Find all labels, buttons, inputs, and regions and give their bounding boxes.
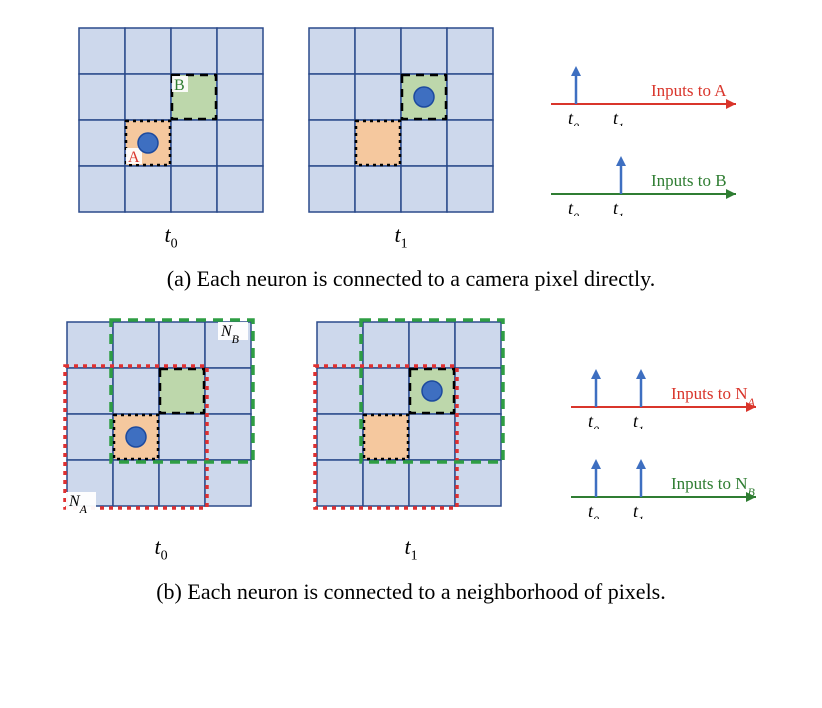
svg-text:t0: t0 <box>568 198 579 216</box>
svg-text:Inputs to B: Inputs to B <box>651 171 727 190</box>
timeline-a-A: t0 t1 Inputs to A <box>541 56 751 126</box>
caption-a: (a) Each neuron is connected to a camera… <box>167 266 655 292</box>
grid-b-t1-wrap: t1 <box>301 312 521 564</box>
svg-text:Inputs to NB: Inputs to NB <box>671 474 756 499</box>
timeline-a-B: t0 t1 Inputs to B <box>541 146 751 216</box>
grid-a-t0-label: t0 <box>164 222 177 252</box>
grid-b-t0-wrap: NANB t0 <box>51 312 271 564</box>
timelines-a: t0 t1 Inputs to A t0 t1 Inputs to B <box>541 56 751 216</box>
caption-b: (b) Each neuron is connected to a neighb… <box>156 579 666 605</box>
grid-a-t1 <box>301 20 501 220</box>
timelines-b: t0 t1 Inputs to NA t0 t1 Inputs to NB <box>561 359 771 519</box>
panel-a-row: AB t0 t1 t0t1Inputs to A t0t1Inputs to B <box>71 20 751 252</box>
grid-a-t0-wrap: AB t0 <box>71 20 271 252</box>
grid-b-t1-label: t1 <box>404 534 417 564</box>
grid-a-t1-label: t1 <box>394 222 407 252</box>
timeline-b-NB: t0 t1 Inputs to NB <box>561 449 771 519</box>
svg-text:B: B <box>174 77 185 94</box>
grid-b-t0-label: t0 <box>154 534 167 564</box>
grid-a-t1-wrap: t1 <box>301 20 501 252</box>
grid-a-t0: AB <box>71 20 271 220</box>
svg-text:Inputs to NA: Inputs to NA <box>671 384 756 409</box>
svg-text:t1: t1 <box>613 198 624 216</box>
grid-b-t1 <box>301 312 521 532</box>
svg-text:t1: t1 <box>633 501 644 519</box>
svg-text:t1: t1 <box>613 108 624 126</box>
svg-text:t0: t0 <box>588 411 599 429</box>
svg-text:A: A <box>128 149 140 166</box>
timeline-b-NA: t0 t1 Inputs to NA <box>561 359 771 429</box>
svg-text:t1: t1 <box>633 411 644 429</box>
svg-text:t0: t0 <box>568 108 579 126</box>
svg-text:Inputs to A: Inputs to A <box>651 81 727 100</box>
panel-b-row: NANB t0 t1 t0 t1 Inputs to NA t0 t1 Inputs t… <box>51 312 771 564</box>
figure: AB t0 t1 t0t1Inputs to A t0t1Inputs to B… <box>20 20 802 625</box>
grid-b-t0: NANB <box>51 312 271 532</box>
svg-text:t0: t0 <box>588 501 599 519</box>
